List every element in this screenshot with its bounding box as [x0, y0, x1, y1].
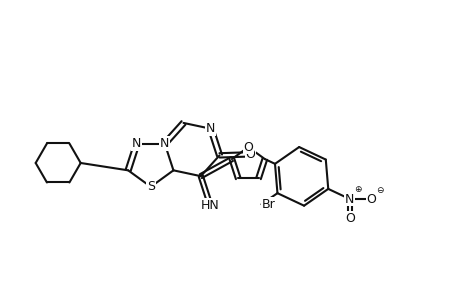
- Text: HN: HN: [201, 199, 219, 212]
- Text: S: S: [146, 180, 155, 193]
- Text: ⊕: ⊕: [353, 185, 361, 194]
- Text: N: N: [132, 137, 141, 150]
- Text: O: O: [344, 212, 354, 225]
- Text: ⊖: ⊖: [375, 186, 382, 195]
- Text: O: O: [366, 193, 375, 206]
- Text: N: N: [206, 122, 215, 135]
- Text: Br: Br: [261, 198, 274, 211]
- Text: O: O: [243, 141, 253, 154]
- Text: N: N: [160, 137, 169, 150]
- Text: O: O: [245, 148, 255, 161]
- Text: N: N: [344, 193, 354, 206]
